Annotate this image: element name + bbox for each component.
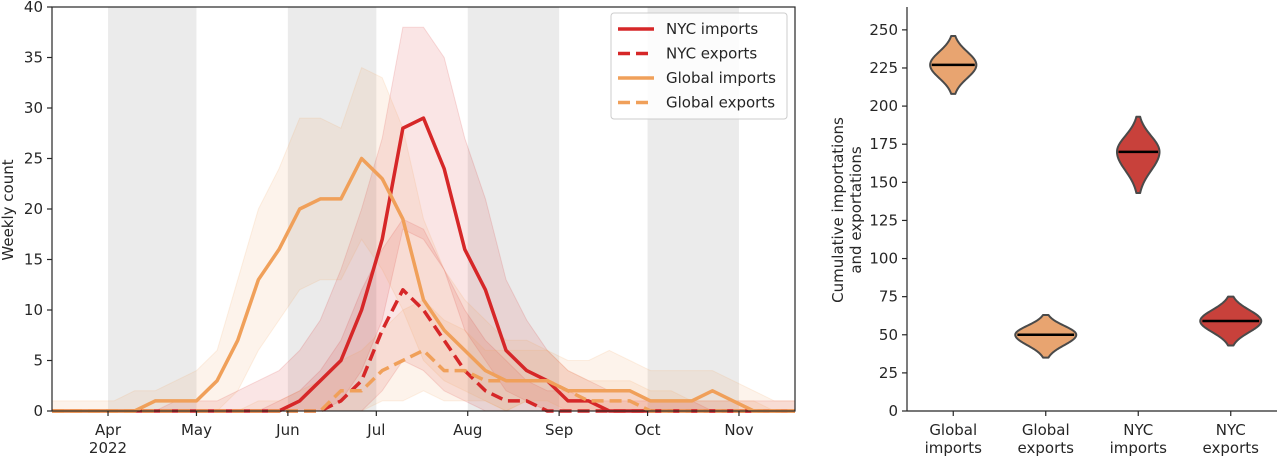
- x-tick-label-0: Apr: [95, 421, 122, 439]
- right-y-ticks: 0 25 50 75 100 125 150 175 200 225 250: [869, 21, 907, 420]
- left-y-ticks: 0 5 10 15 20 25 30 35 40: [24, 0, 52, 420]
- r-y-tick-label-10: 250: [869, 21, 898, 39]
- x-tick-label-2: Jun: [275, 421, 299, 439]
- x-tick-label-3: Jul: [366, 421, 385, 439]
- r-y-tick-label-7: 175: [869, 135, 898, 153]
- r-x-tick-label-1: Global: [1022, 421, 1070, 439]
- violin-2: [1116, 115, 1161, 194]
- right-x-ticks: GlobalimportsGlobalexportsNYCimportsNYCe…: [925, 411, 1260, 456]
- legend: NYC imports NYC exports Global imports Glob…: [610, 12, 788, 120]
- series-line-2: [52, 156, 795, 413]
- shaded-month-0: [108, 7, 197, 411]
- r-y-tick-label-8: 200: [869, 97, 898, 115]
- legend-label-0: NYC imports: [666, 20, 758, 38]
- legend-box: [610, 12, 788, 120]
- y-tick-label-7: 35: [24, 49, 43, 67]
- right-y-axis-label-line1: Cumulative importations: [829, 117, 847, 303]
- x-tick-label-7: Nov: [724, 421, 753, 439]
- violins: [929, 34, 1263, 359]
- legend-label-3: Global exports: [666, 94, 775, 112]
- y-tick-label-6: 30: [24, 99, 43, 117]
- x-tick-sublabel-0: 2022: [89, 439, 127, 456]
- r-y-tick-label-4: 100: [869, 250, 898, 268]
- y-tick-label-3: 15: [24, 251, 43, 269]
- y-tick-label-1: 5: [33, 352, 43, 370]
- y-tick-label-4: 20: [24, 200, 43, 218]
- x-tick-label-1: May: [181, 421, 212, 439]
- x-tick-label-6: Oct: [635, 421, 661, 439]
- right-axes: [906, 7, 1277, 412]
- r-x-tick-label-2: NYC: [1123, 421, 1153, 439]
- legend-label-1: NYC exports: [666, 45, 757, 63]
- y-tick-label-5: 25: [24, 150, 43, 168]
- left-y-axis-label: Weekly count: [0, 159, 17, 260]
- x-tick-label-4: Aug: [453, 421, 482, 439]
- r-y-tick-label-9: 225: [869, 59, 898, 77]
- r-x-tick-sublabel-1: exports: [1018, 439, 1075, 456]
- violin-1: [1014, 313, 1078, 359]
- r-x-tick-sublabel-3: exports: [1203, 439, 1260, 456]
- r-x-tick-label-3: NYC: [1216, 421, 1246, 439]
- r-y-tick-label-5: 125: [869, 211, 898, 229]
- x-tick-label-5: Sep: [545, 421, 573, 439]
- r-y-tick-label-2: 50: [879, 326, 898, 344]
- r-y-tick-label-1: 25: [879, 364, 898, 382]
- shaded-month-2: [467, 7, 560, 411]
- y-tick-label-0: 0: [33, 402, 43, 420]
- y-tick-label-8: 40: [24, 0, 43, 16]
- r-x-tick-sublabel-0: imports: [925, 439, 983, 456]
- r-x-tick-sublabel-2: imports: [1110, 439, 1168, 456]
- right-y-axis-label-line2: and exportations: [847, 146, 865, 274]
- r-y-tick-label-6: 150: [869, 173, 898, 191]
- r-x-tick-label-0: Global: [929, 421, 977, 439]
- legend-label-2: Global imports: [666, 69, 776, 87]
- y-tick-label-2: 10: [24, 301, 43, 319]
- r-y-tick-label-3: 75: [879, 288, 898, 306]
- r-y-tick-label-0: 0: [888, 402, 898, 420]
